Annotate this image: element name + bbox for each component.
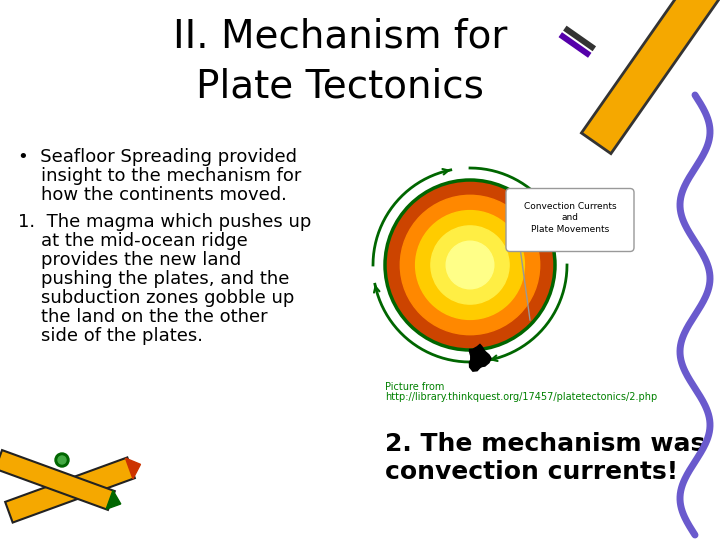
Circle shape [431, 226, 509, 304]
Polygon shape [0, 450, 114, 510]
Text: 1.  The magma which pushes up: 1. The magma which pushes up [18, 213, 311, 231]
Circle shape [415, 211, 524, 319]
Text: Plate Tectonics: Plate Tectonics [196, 68, 484, 106]
Polygon shape [5, 457, 135, 523]
Polygon shape [582, 0, 720, 153]
Text: how the continents moved.: how the continents moved. [18, 186, 287, 204]
Text: Convection Currents
and
Plate Movements: Convection Currents and Plate Movements [523, 202, 616, 234]
Circle shape [446, 241, 494, 289]
Text: the land on the the other: the land on the the other [18, 308, 268, 326]
Polygon shape [125, 458, 140, 479]
Circle shape [385, 180, 555, 350]
Text: pushing the plates, and the: pushing the plates, and the [18, 270, 289, 288]
Text: subduction zones gobble up: subduction zones gobble up [18, 289, 294, 307]
Text: provides the new land: provides the new land [18, 251, 241, 269]
Text: 2. The mechanism was: 2. The mechanism was [385, 432, 706, 456]
Text: II. Mechanism for: II. Mechanism for [173, 18, 507, 56]
Circle shape [55, 453, 69, 467]
Circle shape [400, 195, 540, 335]
Text: side of the plates.: side of the plates. [18, 327, 203, 345]
Text: insight to the mechanism for: insight to the mechanism for [18, 167, 302, 185]
Text: Picture from: Picture from [385, 382, 444, 392]
FancyBboxPatch shape [506, 188, 634, 252]
Text: http://library.thinkquest.org/17457/platetectonics/2.php: http://library.thinkquest.org/17457/plat… [385, 392, 657, 402]
Text: at the mid-ocean ridge: at the mid-ocean ridge [18, 232, 248, 250]
Polygon shape [106, 490, 121, 509]
Text: convection currents!: convection currents! [385, 460, 678, 484]
Polygon shape [469, 345, 491, 371]
Text: •  Seafloor Spreading provided: • Seafloor Spreading provided [18, 148, 297, 166]
Polygon shape [563, 26, 596, 51]
Polygon shape [559, 32, 591, 58]
Circle shape [58, 456, 66, 464]
